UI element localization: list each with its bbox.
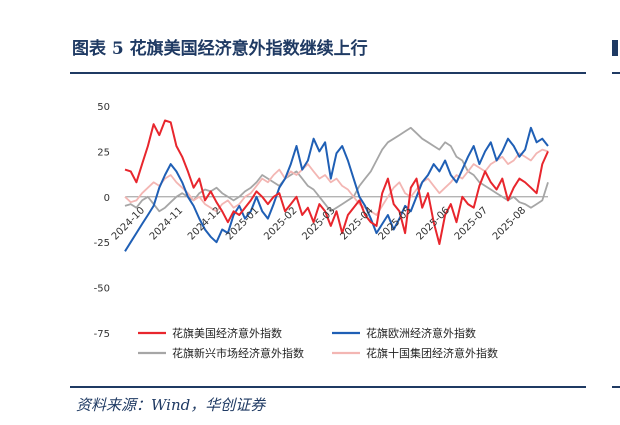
- y-tick-label: 25: [97, 147, 110, 158]
- x-tick-label: 2025-02: [262, 205, 299, 242]
- x-axis-ticks: 2024-10 2024-11 2024-12 2025-01 2025-02 2025-…: [110, 205, 528, 242]
- series-line-3: [124, 148, 549, 216]
- next-figure-edge-rule: [612, 72, 620, 74]
- x-tick-label: 2025-04: [338, 205, 375, 242]
- next-figure-edge-rule-bottom: [612, 386, 620, 388]
- y-tick-label: 50: [97, 102, 110, 113]
- source-note: 资料来源：Wind，华创证券: [76, 396, 266, 414]
- figure-title: 图表 5 花旗美国经济意外指数继续上行: [72, 39, 368, 59]
- y-tick-label: -25: [94, 238, 110, 249]
- x-tick-label: 2025-08: [491, 205, 528, 242]
- legend-label-3: 花旗十国集团经济意外指数: [366, 346, 498, 360]
- y-tick-label: -50: [94, 284, 110, 295]
- source-rule: [70, 386, 586, 388]
- series-line-2: [124, 126, 549, 213]
- next-figure-edge-mark: [612, 40, 618, 56]
- series-line-0: [124, 119, 549, 245]
- series-lines: [124, 119, 549, 252]
- legend-label-1: 花旗欧洲经济意外指数: [366, 326, 476, 340]
- line-chart: 50 25 0 -25 -50 -75 2024-10 2024-11 2024-12 2025…: [94, 102, 549, 360]
- series-line-1: [124, 126, 549, 252]
- legend-label-0: 花旗美国经济意外指数: [172, 326, 282, 340]
- legend-label-2: 花旗新兴市场经济意外指数: [172, 346, 304, 360]
- x-tick-label: 2024-12: [186, 205, 223, 242]
- x-tick-label: 2025-06: [415, 205, 452, 242]
- x-tick-label: 2024-11: [148, 205, 185, 242]
- y-tick-label: -75: [94, 329, 110, 340]
- title-rule: [70, 72, 586, 74]
- y-tick-label: 0: [104, 193, 110, 204]
- y-axis-ticks: 50 25 0 -25 -50 -75: [94, 102, 110, 340]
